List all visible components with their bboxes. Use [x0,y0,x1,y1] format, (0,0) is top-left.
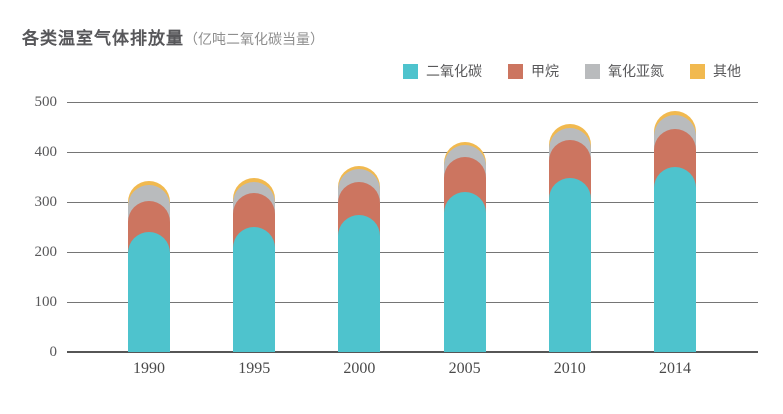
legend-item-2[interactable]: 氧化亚氮 [585,61,664,81]
legend-swatch-icon [690,63,705,79]
bar-segment-2010-二氧化碳 [548,178,591,352]
bar-segment-2005-二氧化碳 [443,192,486,352]
x-tick-label-2000: 2000 [343,360,376,377]
bar-segment-1995-二氧化碳 [233,227,276,352]
y-tick-label-500: 500 [34,94,58,110]
y-tick-label-0: 0 [49,344,58,360]
gridline-300 [67,202,758,203]
legend-label: 甲烷 [531,63,559,79]
x-tick-label-1990: 1990 [133,360,165,377]
legend-swatch-icon [508,63,523,79]
legend-item-0[interactable]: 二氧化碳 [403,61,482,81]
legend-item-3[interactable]: 其他 [690,61,741,81]
gridline-100 [67,302,758,303]
y-tick-label-400: 400 [34,144,58,160]
legend: 二氧化碳 甲烷 氧化亚氮 其他 [403,61,741,81]
gridline-500 [67,102,758,103]
legend-swatch-icon [585,63,600,79]
bar-segment-2014-二氧化碳 [654,167,696,352]
x-axis-line [67,351,758,353]
legend-label: 其他 [713,63,741,79]
y-tick-label-200: 200 [34,244,58,260]
bar-segment-1990-二氧化碳 [128,232,170,352]
legend-swatch-icon [403,63,418,79]
y-tick-label-300: 300 [34,194,58,210]
gridline-200 [67,252,758,253]
legend-label: 二氧化碳 [426,63,482,79]
x-tick-label-2005: 2005 [448,360,481,377]
chart-title-unit: （亿吨二氧化碳当量） [184,31,324,47]
legend-label: 氧化亚氮 [608,63,664,79]
x-tick-label-2010: 2010 [553,360,586,377]
gridline-400 [67,152,758,153]
chart-title-main: 各类温室气体排放量 [22,29,184,48]
y-tick-label-100: 100 [34,294,58,310]
chart-title: 各类温室气体排放量（亿吨二氧化碳当量） [22,24,324,49]
x-tick-label-2014: 2014 [659,360,691,377]
legend-item-1[interactable]: 甲烷 [508,61,559,81]
bar-segment-2000-二氧化碳 [338,215,381,352]
x-tick-label-1995: 1995 [238,360,271,377]
